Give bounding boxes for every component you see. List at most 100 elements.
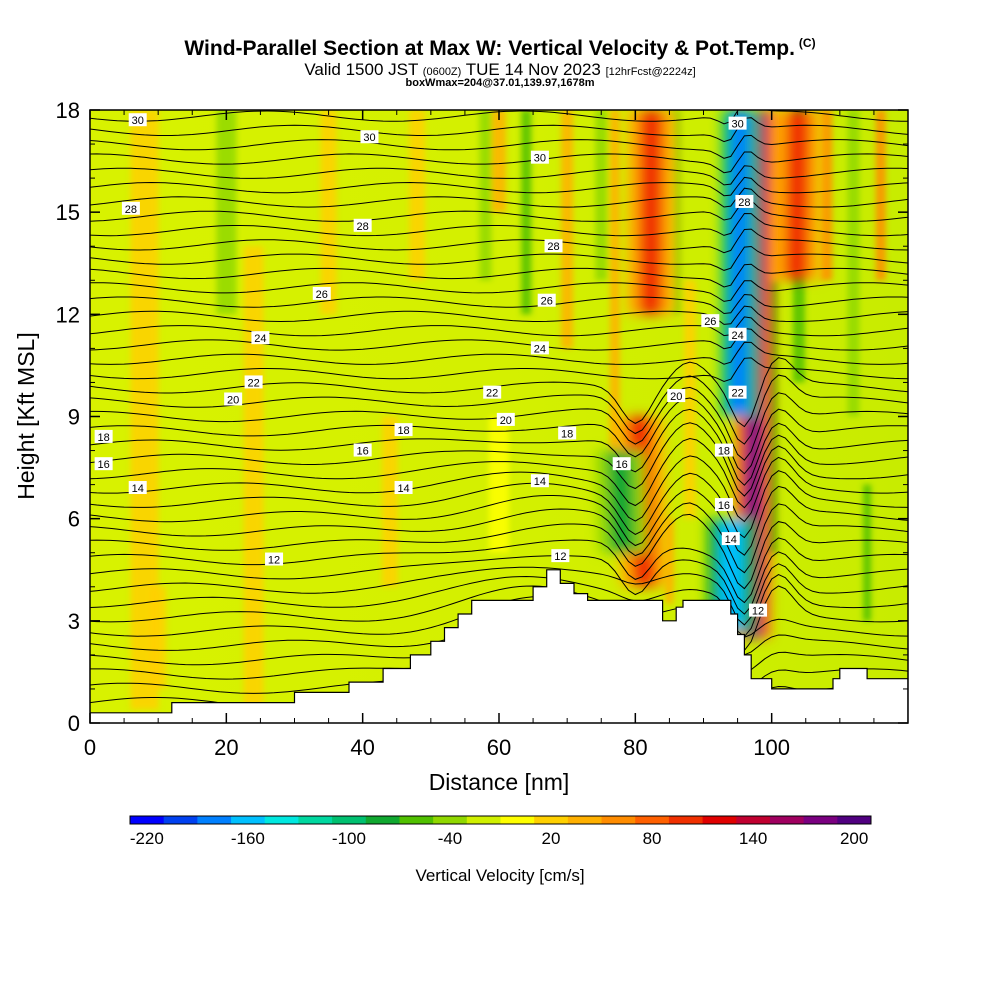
theta-contour (90, 357, 908, 383)
contour-label-bg (728, 327, 747, 341)
theta-contour (90, 374, 908, 445)
contour-label-bg (483, 385, 502, 399)
colorbar-label: 80 (643, 829, 662, 848)
theta-contour (90, 485, 908, 556)
theta-contour (90, 341, 908, 365)
theta-contour (90, 455, 908, 523)
contour-label-bg (394, 481, 413, 495)
w-feature-core (638, 110, 664, 315)
contour-label-bg (667, 389, 686, 403)
contour-label-bg (94, 457, 113, 471)
theta-contour (90, 437, 908, 509)
contour-label: 30 (132, 115, 144, 127)
theta-contour (90, 551, 908, 615)
contour-label: 16 (616, 459, 628, 471)
colorbar-swatch (399, 816, 434, 824)
subtitle-date: TUE 14 Nov 2023 (465, 60, 601, 79)
contour-label-bg (265, 552, 284, 566)
colorbar-swatch (433, 816, 468, 824)
colorbar-swatch (601, 816, 636, 824)
theta-contour (90, 245, 908, 271)
contour-label-bg (394, 423, 413, 437)
box-wmax-line: boxWmax=204@37.01,139.97,1678m (405, 77, 595, 89)
contour-label-bg (251, 331, 270, 345)
theta-contour (90, 574, 908, 638)
chart-subtitle: Valid 1500 JST (0600Z) TUE 14 Nov 2023 [… (0, 60, 1000, 80)
x-axis-title: Distance [nm] (429, 769, 570, 795)
contour-label-bg (94, 429, 113, 443)
theta-contour (90, 199, 908, 222)
y-tick-label: 15 (56, 200, 80, 225)
contour-label: 18 (397, 425, 409, 437)
contour-label: 18 (561, 429, 573, 441)
contour-label: 14 (132, 483, 144, 495)
contour-label-bg (714, 498, 733, 512)
copyright-tag: (C) (798, 36, 816, 50)
terrain-mask (90, 569, 908, 723)
contour-label-bg (496, 412, 515, 426)
colorbar-swatch (534, 816, 569, 824)
contour-label-bg (749, 603, 768, 617)
contour-label: 28 (738, 197, 750, 209)
theta-contour (90, 316, 908, 337)
contour-label-bg (558, 426, 577, 440)
theta-contour (90, 263, 908, 288)
contour-label-bg (537, 293, 556, 307)
contour-label: 12 (554, 551, 566, 563)
theta-contour (90, 176, 908, 197)
colorbar-swatch (130, 816, 165, 824)
theta-contour (90, 165, 908, 186)
contour-label-bg (728, 116, 747, 130)
theta-contour (90, 134, 908, 159)
contour-label: 16 (718, 500, 730, 512)
chart-title: Wind-Parallel Section at Max W: Vertical… (0, 36, 1000, 61)
contour-label: 16 (357, 446, 369, 458)
colorbar-swatch (365, 816, 400, 824)
contour-label-bg (612, 457, 631, 471)
colorbar-swatch (298, 816, 333, 824)
contour-label: 18 (718, 446, 730, 458)
theta-contour (90, 397, 908, 475)
contour-label-bg (353, 218, 372, 232)
colorbar-swatch (769, 816, 805, 824)
contour-label: 20 (227, 394, 239, 406)
contour-label: 22 (247, 377, 259, 389)
colorbar-label: -40 (438, 829, 463, 848)
contour-label-bg (735, 194, 754, 208)
theta-contour (90, 305, 908, 325)
colorbar (129, 815, 872, 825)
colorbar-swatch (500, 816, 535, 824)
x-tick-label: 60 (487, 735, 511, 760)
contour-label: 14 (534, 476, 546, 488)
colorbar-swatch (567, 816, 603, 824)
contour-label-bg (128, 113, 147, 127)
colorbar-label: -220 (130, 829, 164, 848)
contour-label-bg (224, 392, 243, 406)
w-feature-core (729, 110, 750, 417)
contour-label-bg (312, 286, 331, 300)
y-tick-label: 9 (68, 405, 80, 430)
contour-label: 24 (254, 333, 266, 345)
contour-label: 26 (316, 289, 328, 301)
theta-contour (90, 585, 908, 652)
colorbar-swatch (736, 816, 771, 824)
x-tick-label: 80 (623, 735, 647, 760)
y-axis-title: Height [Kft MSL] (13, 332, 39, 499)
contour-label: 24 (731, 330, 743, 342)
contour-label: 12 (268, 555, 280, 567)
y-tick-label: 3 (68, 609, 80, 634)
y-tick-label: 12 (56, 302, 80, 327)
contour-label-bg (360, 130, 379, 144)
contour-label-bg (530, 341, 549, 355)
colorbar-frame (129, 815, 872, 825)
theta-contour (90, 117, 908, 143)
contour-label-bg (721, 532, 740, 546)
colorbar-title: Vertical Velocity [cm/s] (415, 866, 584, 885)
theta-contour (90, 537, 908, 604)
contour-label-bg (551, 549, 570, 563)
theta-contour (90, 187, 908, 208)
plot-area: 30 30 30 30 28 28 28 28 26 26 26 24 24 24 22 22 22 20 20 20… (90, 110, 908, 723)
contour-label: 26 (704, 316, 716, 328)
contour-label-bg (121, 201, 140, 215)
